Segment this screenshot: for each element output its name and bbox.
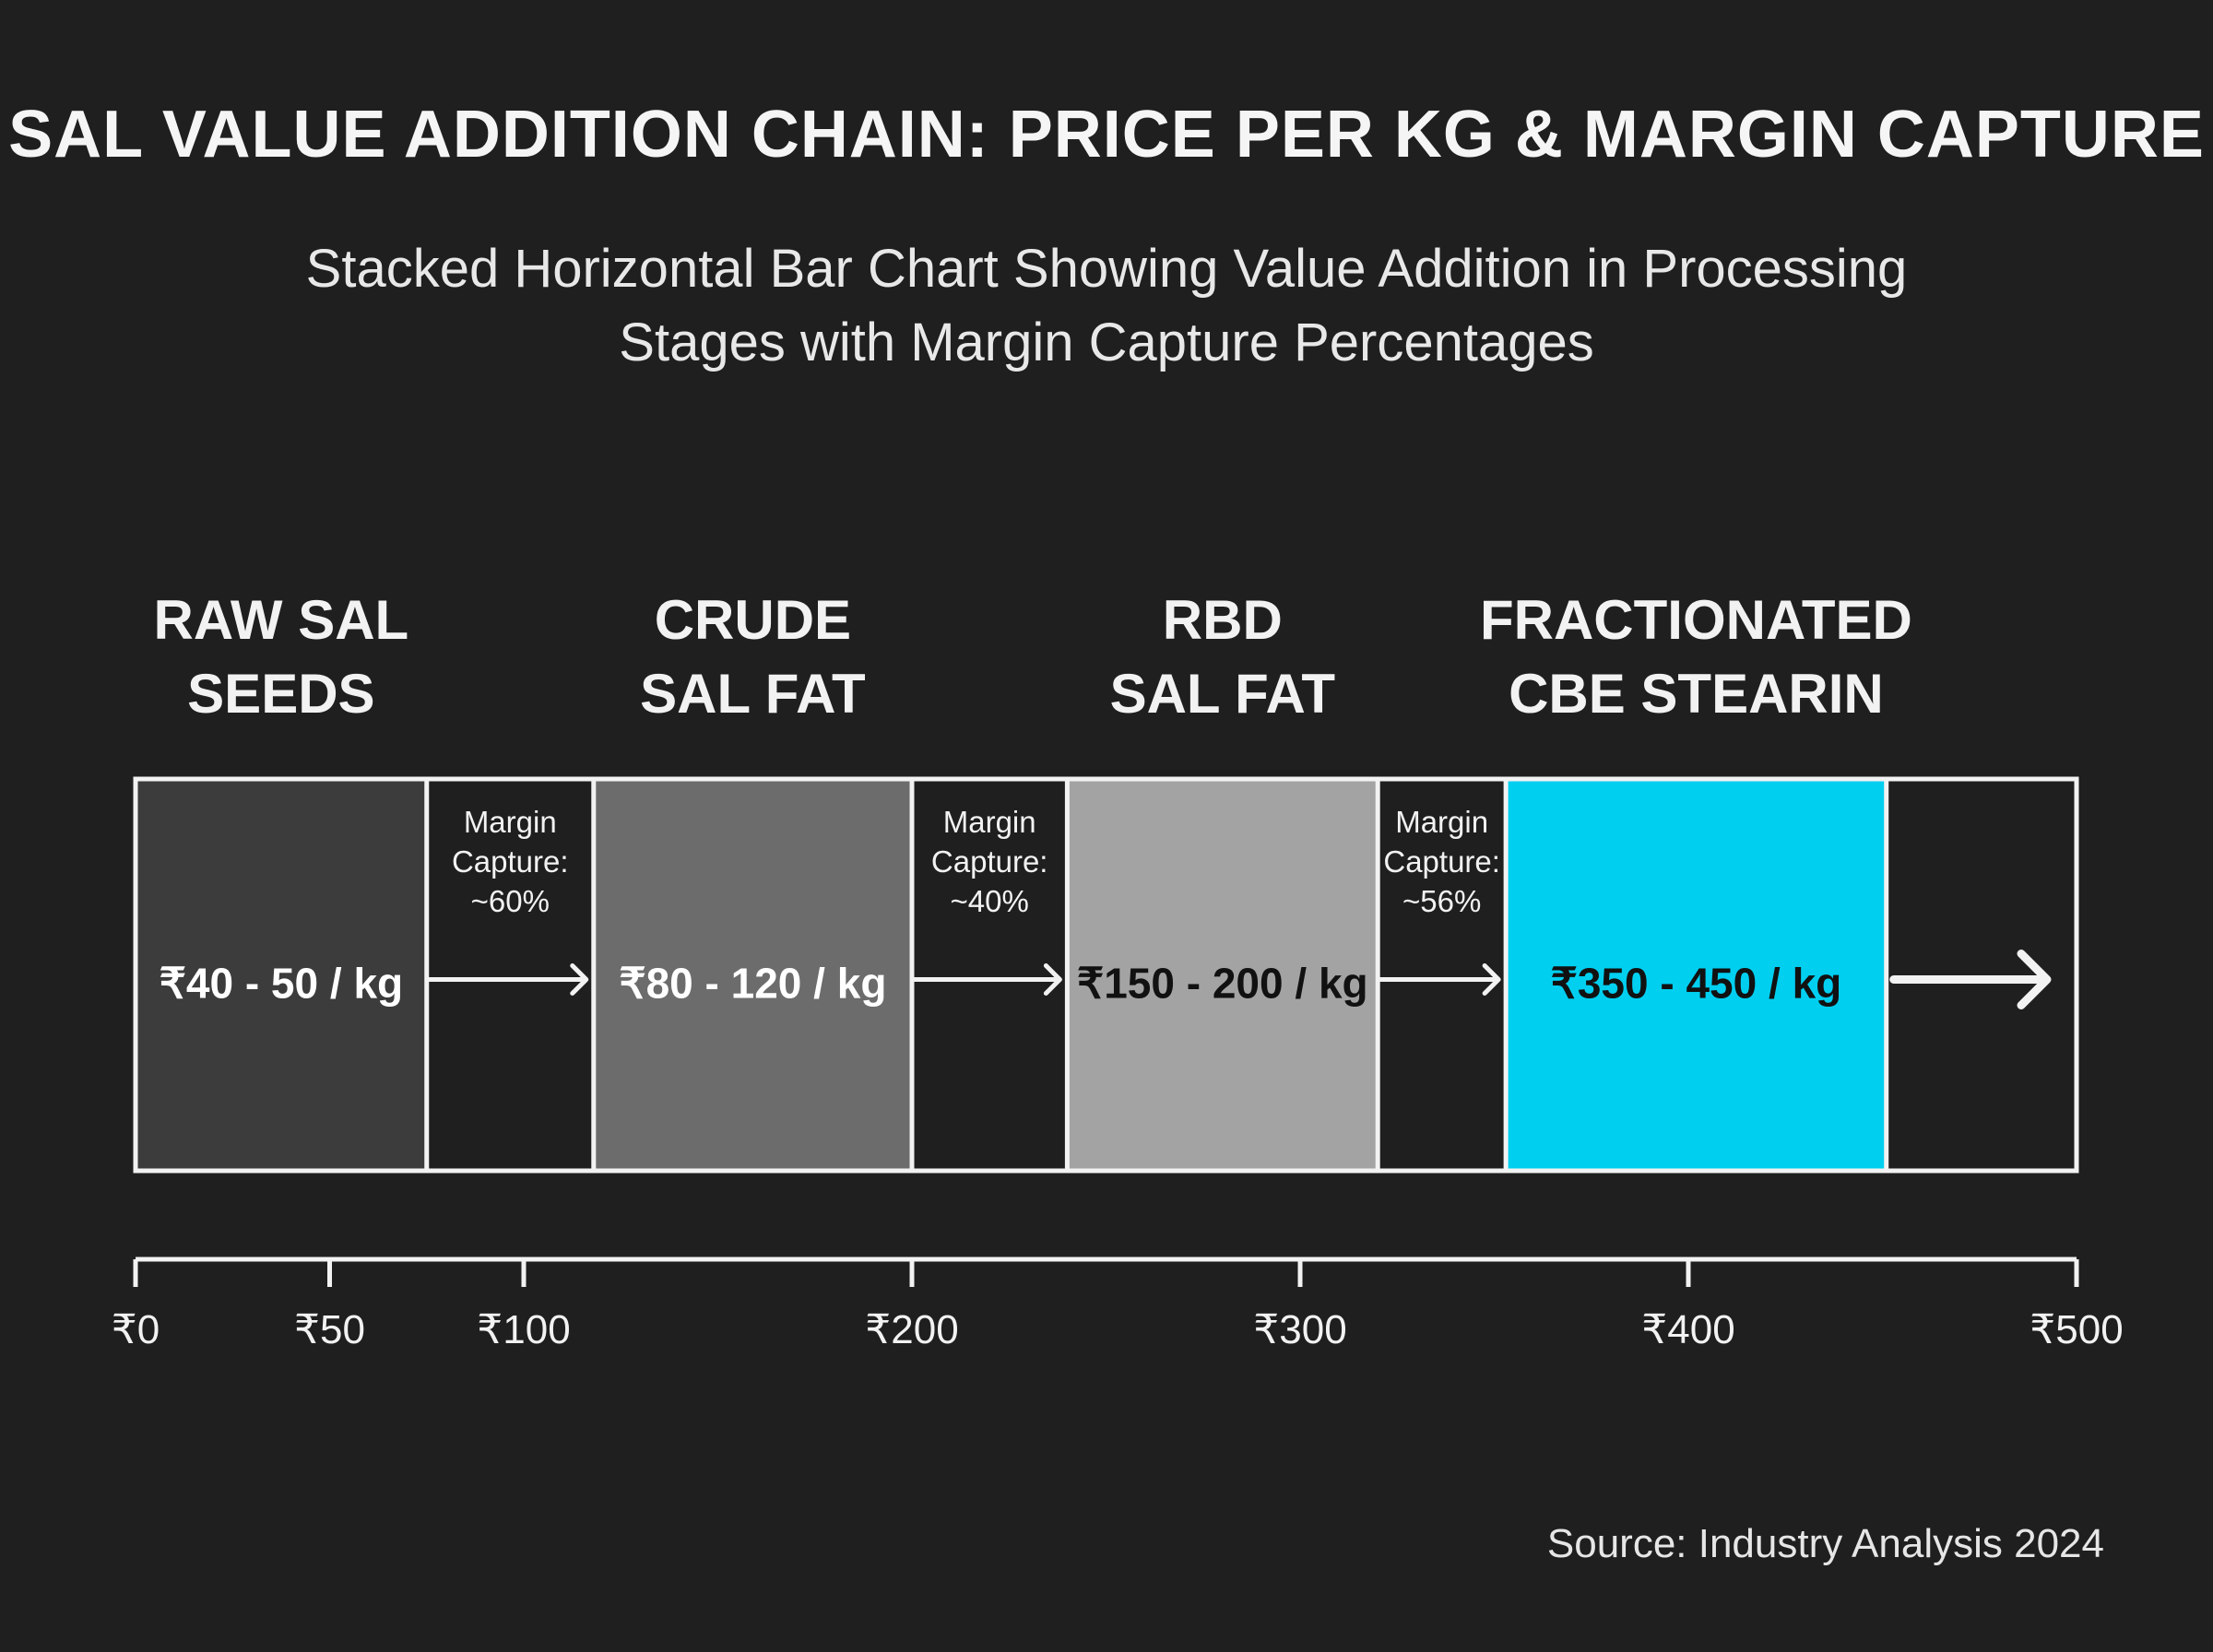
stage-name-1-line-1: RAW SAL xyxy=(154,589,409,651)
margin-label-3-line-2: Capture: xyxy=(1383,844,1500,879)
subtitle-line-1: Stacked Horizontal Bar Chart Showing Val… xyxy=(305,239,1908,299)
bar-frame xyxy=(133,776,2079,1174)
margin-label-2-line-1: Margin xyxy=(943,805,1036,839)
x-tick-label-6: ₹400 xyxy=(1641,1307,1734,1352)
stage-price-label-1: ₹40 - 50 / kg xyxy=(160,960,404,1008)
stage-bar-3 xyxy=(1067,779,1379,1171)
stage-name-4-line-1: FRACTIONATED xyxy=(1480,589,1912,651)
chart-title: SAL VALUE ADDITION CHAIN: PRICE PER KG &… xyxy=(8,98,2205,171)
margin-label-1-line-2: Capture: xyxy=(452,844,569,879)
end-arrow xyxy=(1889,950,2052,1009)
margin-segment-3 xyxy=(1378,779,1507,1171)
x-tick-label-2: ₹50 xyxy=(294,1307,365,1352)
margin-arrow-1 xyxy=(427,963,589,996)
margin-segment-1 xyxy=(426,779,594,1171)
x-tick-label-3: ₹100 xyxy=(477,1307,570,1352)
margin-segment-2 xyxy=(912,779,1068,1171)
stage-price-label-3: ₹150 - 200 / kg xyxy=(1077,960,1368,1008)
stage-name-1-line-2: SEEDS xyxy=(187,663,374,725)
margin-arrow-3 xyxy=(1378,963,1501,996)
stage-name-3-line-2: SAL FAT xyxy=(1110,663,1335,725)
margin-label-1-line-1: Margin xyxy=(464,805,557,839)
stage-bar-4 xyxy=(1506,779,1887,1171)
stage-bar-1 xyxy=(136,779,427,1171)
stage-name-4-line-2: CBE STEARIN xyxy=(1509,663,1884,725)
stage-name-3-line-1: RBD xyxy=(1163,589,1283,651)
margin-label-2-line-3: ~40% xyxy=(951,884,1029,918)
stage-name-2-line-2: SAL FAT xyxy=(640,663,865,725)
subtitle-line-2: Stages with Margin Capture Percentages xyxy=(619,313,1594,372)
margin-label-2-line-2: Capture: xyxy=(931,844,1048,879)
x-tick-label-7: ₹500 xyxy=(2030,1307,2123,1352)
x-tick-label-4: ₹200 xyxy=(865,1307,958,1352)
stage-price-label-2: ₹80 - 120 / kg xyxy=(619,960,886,1008)
x-tick-label-5: ₹300 xyxy=(1253,1307,1346,1352)
chart-subtitle: Stacked Horizontal Bar Chart Showing Val… xyxy=(231,232,1982,380)
margin-label-3-line-3: ~56% xyxy=(1402,884,1481,918)
margin-arrow-2 xyxy=(912,963,1062,996)
stage-bar-2 xyxy=(593,779,912,1171)
margin-label-1-line-3: ~60% xyxy=(471,884,550,918)
source-note: Source: Industry Analysis 2024 xyxy=(1546,1521,2104,1566)
stage-price-label-4: ₹350 - 450 / kg xyxy=(1551,960,1842,1008)
stage-name-2-line-1: CRUDE xyxy=(655,589,851,651)
x-tick-label-1: ₹0 xyxy=(112,1307,160,1352)
margin-label-3-line-1: Margin xyxy=(1395,805,1488,839)
